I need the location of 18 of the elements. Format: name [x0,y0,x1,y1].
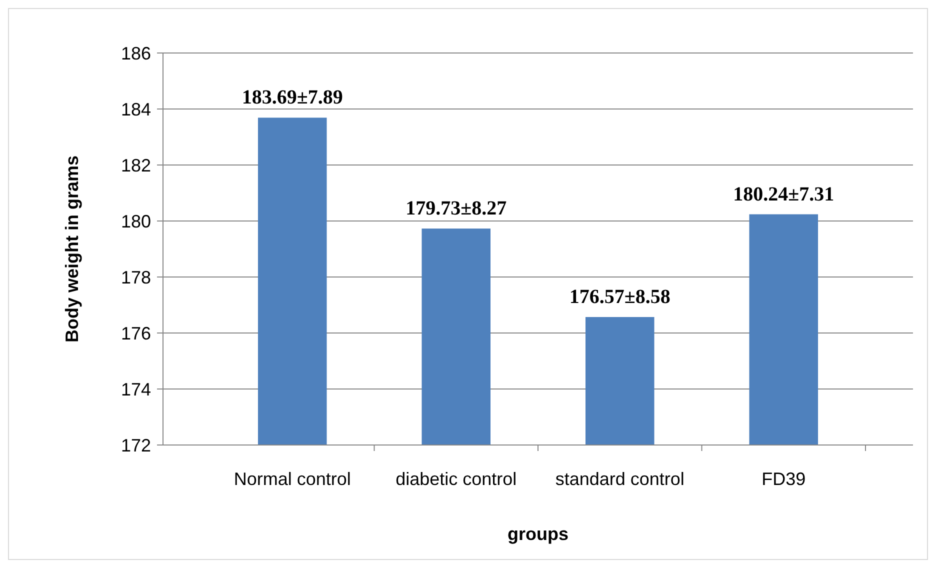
y-tick-label: 180 [120,211,151,232]
x-tick-label: standard control [555,469,684,489]
x-tick-label: diabetic control [396,469,517,489]
y-tick-label: 178 [120,267,151,288]
x-tick-label: Normal control [234,469,351,489]
data-label: 183.69±7.89 [242,86,343,109]
y-axis-title: Body weight in grams [62,155,82,343]
y-tick-label: 172 [120,435,151,456]
data-label: 179.73±8.27 [406,198,507,220]
x-axis-title: groups [508,524,568,544]
y-tick-label: 184 [120,99,151,120]
x-tick-label: FD39 [762,469,806,489]
y-tick-label: 182 [120,155,151,176]
y-tick-label: 174 [120,379,151,400]
data-label: 180.24±7.31 [733,183,834,206]
y-tick-label: 186 [120,43,151,64]
y-tick-label: 176 [120,323,151,344]
data-label: 176.57±8.58 [569,286,670,308]
